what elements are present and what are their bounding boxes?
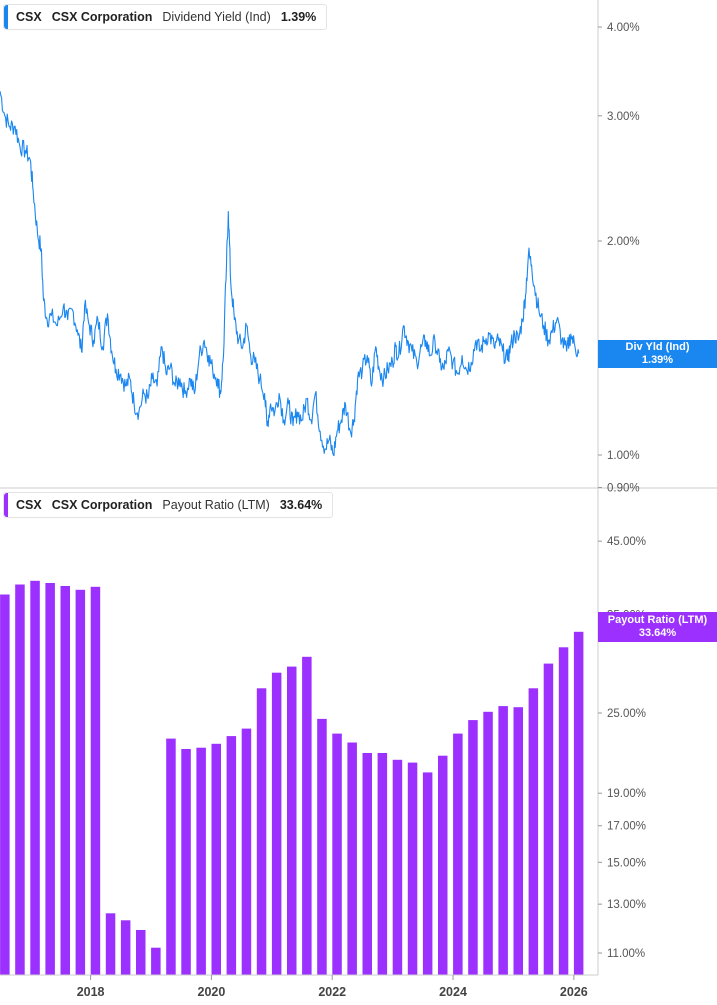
payout-bar	[407, 762, 418, 975]
dividend-yield-plot	[0, 90, 580, 457]
payout-bar	[287, 666, 297, 975]
payout-bar	[317, 718, 327, 975]
y-tick-label: 2.00%	[607, 236, 640, 248]
dividend-yield-value-tag: Div Yld (Ind) 1.39%	[598, 340, 717, 368]
tag-value: 1.39%	[641, 354, 674, 366]
x-tick-label: 2022	[318, 985, 346, 999]
payout-bar	[226, 736, 237, 975]
payout-bar	[120, 920, 131, 975]
payout-ratio-value-tag: Payout Ratio (LTM) 33.64%	[598, 612, 717, 642]
payout-bar	[573, 631, 584, 975]
payout-bar	[392, 759, 403, 975]
payout-bar	[196, 747, 206, 975]
x-tick-label: 2026	[560, 985, 588, 999]
y-tick-label: 4.00%	[607, 22, 640, 34]
y-tick-label: 1.00%	[607, 450, 640, 462]
tag-label: Payout Ratio (LTM)	[607, 614, 708, 626]
payout-bar	[302, 656, 312, 975]
y-tick-label: 0.90%	[607, 483, 640, 495]
legend-ticker: CSX	[16, 10, 42, 24]
payout-bar	[468, 720, 478, 975]
payout-ratio-plot	[0, 580, 584, 975]
payout-bar	[15, 584, 25, 975]
payout-bar	[105, 913, 116, 975]
y-tick-label: 3.00%	[607, 111, 640, 123]
payout-bar	[438, 755, 448, 975]
tag-label: Div Yld (Ind)	[625, 341, 690, 353]
legend-value: 1.39%	[280, 10, 317, 24]
y-tick-label: 15.00%	[607, 857, 646, 869]
payout-ratio-legend[interactable]: CSX CSX Corporation Payout Ratio (LTM) 3…	[3, 492, 334, 518]
y-tick-label: 19.00%	[607, 788, 646, 800]
y-tick-label: 25.00%	[607, 708, 646, 720]
payout-bar	[362, 753, 372, 975]
legend-value: 33.64%	[279, 498, 323, 512]
payout-bar	[151, 947, 161, 975]
dividend-yield-line	[0, 90, 580, 457]
payout-bar	[60, 586, 70, 975]
payout-bar	[45, 583, 55, 975]
x-tick-label: 2020	[198, 985, 226, 999]
legend-metric: Dividend Yield (Ind)	[162, 10, 271, 24]
payout-bar	[498, 706, 508, 975]
payout-bar	[483, 711, 493, 975]
dividend-yield-legend[interactable]: CSX CSX Corporation Dividend Yield (Ind)…	[3, 4, 328, 30]
legend-metric: Payout Ratio (LTM)	[162, 498, 270, 512]
payout-bar	[271, 672, 282, 975]
payout-bar	[332, 733, 342, 975]
payout-bar	[136, 930, 146, 975]
y-tick-label: 17.00%	[607, 821, 646, 833]
x-tick-label: 2018	[77, 985, 105, 999]
legend-company: CSX Corporation	[51, 498, 153, 512]
payout-bar	[453, 733, 463, 975]
payout-bar	[75, 589, 86, 975]
tag-value: 33.64%	[638, 627, 677, 639]
payout-bar	[513, 707, 523, 975]
payout-bar	[256, 688, 267, 975]
x-tick-label: 2024	[439, 985, 467, 999]
payout-bar	[211, 743, 221, 975]
legend-company: CSX Corporation	[51, 10, 153, 24]
payout-bar	[377, 753, 388, 975]
payout-bar	[241, 728, 252, 975]
payout-bar	[0, 594, 10, 975]
payout-bar	[347, 742, 357, 975]
legend-swatch-blue	[4, 5, 8, 29]
payout-bar	[181, 749, 191, 975]
payout-bar	[30, 580, 40, 975]
legend-swatch-purple	[4, 493, 8, 517]
payout-bar	[166, 738, 176, 975]
y-tick-label: 13.00%	[607, 899, 646, 911]
y-tick-label: 11.00%	[607, 948, 645, 960]
payout-bar	[543, 663, 554, 975]
legend-ticker: CSX	[16, 498, 42, 512]
payout-bar	[528, 688, 539, 975]
payout-bar	[90, 586, 101, 975]
payout-bar	[558, 647, 569, 975]
y-tick-label: 45.00%	[607, 536, 646, 548]
payout-bar	[422, 772, 433, 975]
